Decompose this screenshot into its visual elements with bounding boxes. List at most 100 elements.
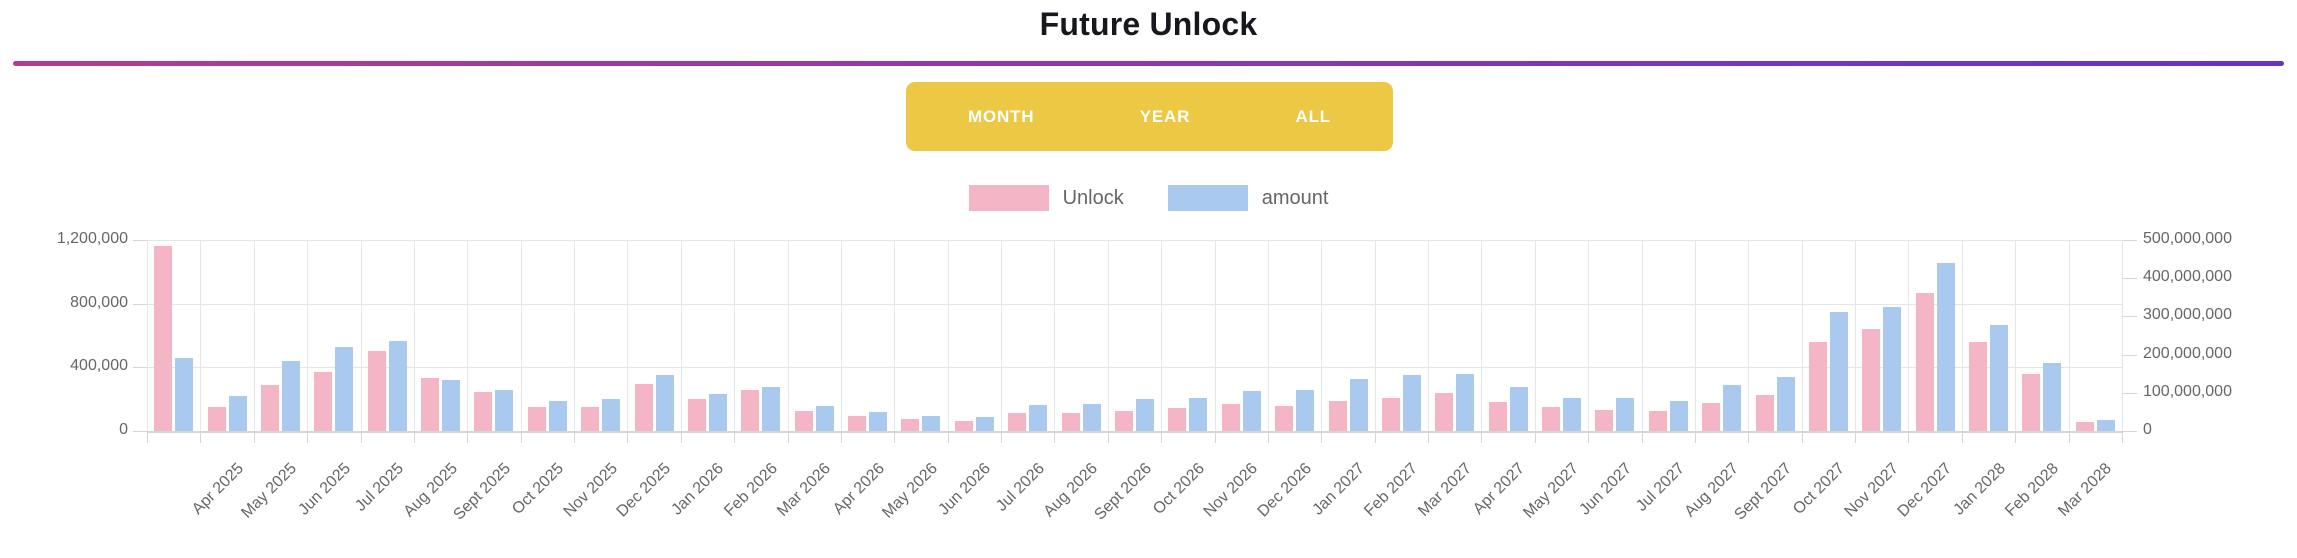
bar-group-Aug 2027 — [1695, 240, 1748, 431]
unlock-bar — [421, 378, 440, 431]
vertical-gridline — [1107, 240, 1109, 431]
range-button-year[interactable]: YEAR — [1118, 82, 1212, 151]
vertical-gridline — [1161, 240, 1163, 431]
amount-bar — [869, 412, 888, 431]
bar-group-Sept 2025 — [467, 240, 520, 431]
unlock-bar — [1648, 411, 1667, 431]
vertical-gridline — [1001, 240, 1003, 431]
amount-bar — [281, 361, 300, 431]
bar-group-May 2026 — [894, 240, 947, 431]
right-axis-tick — [2123, 392, 2137, 394]
x-axis-tick — [520, 433, 522, 443]
amount-bar — [335, 347, 354, 431]
unlock-bar — [1542, 407, 1561, 431]
vertical-gridline — [413, 240, 415, 431]
vertical-gridline — [1481, 240, 1483, 431]
x-axis-label: Jul 2027 — [1633, 460, 1689, 515]
x-axis-tick — [1161, 433, 1163, 443]
x-axis-label: Oct 2027 — [1790, 460, 1849, 518]
vertical-gridline — [253, 240, 255, 431]
x-axis-tick — [1321, 433, 1323, 443]
vertical-gridline — [1908, 240, 1910, 431]
vertical-gridline — [947, 240, 949, 431]
vertical-gridline — [1588, 240, 1590, 431]
vertical-gridline — [1214, 240, 1216, 431]
amount-bar — [1189, 398, 1208, 431]
bar-group-Oct 2026 — [1161, 240, 1214, 431]
x-axis-tick — [1694, 433, 1696, 443]
vertical-gridline — [1855, 240, 1857, 431]
x-axis-label: Feb 2027 — [1361, 460, 1422, 520]
vertical-gridline — [2068, 240, 2070, 431]
left-axis-tick-label: 1,200,000 — [56, 230, 128, 247]
range-button-month[interactable]: MONTH — [946, 82, 1056, 151]
x-axis-label: Nov 2026 — [1200, 460, 1262, 521]
x-axis-label: Nov 2025 — [560, 460, 621, 521]
x-axis-label: Mar 2028 — [2055, 460, 2116, 520]
unlock-bar — [1915, 293, 1934, 431]
unlock-bar — [901, 419, 920, 431]
vertical-gridline — [467, 240, 469, 431]
vertical-gridline — [1267, 240, 1269, 431]
unlock-bar — [1114, 411, 1133, 431]
x-axis-label: May 2027 — [1519, 460, 1582, 522]
legend-item-amount[interactable]: amount — [1167, 185, 1328, 211]
amount-bar — [1456, 374, 1475, 431]
right-axis-tick-label: 500,000,000 — [2143, 230, 2232, 247]
amount-bar — [1563, 398, 1582, 431]
right-axis-tick — [2123, 316, 2137, 318]
x-axis-label: Dec 2027 — [1894, 460, 1956, 521]
x-axis-tick — [1428, 433, 1430, 443]
x-axis-label: Mar 2027 — [1414, 460, 1475, 520]
unlock-bar — [207, 407, 226, 431]
bar-group-Jan 2028 — [1962, 240, 2015, 431]
amount-bar — [1669, 401, 1688, 431]
unlock-bar — [1435, 393, 1454, 431]
vertical-gridline — [147, 240, 148, 431]
amount-bar — [655, 375, 674, 431]
unlock-bar — [1862, 329, 1881, 431]
x-axis-label: Jun 2027 — [1576, 460, 1635, 519]
amount-bar — [388, 341, 407, 431]
amount-bar — [1990, 325, 2009, 431]
vertical-gridline — [734, 240, 736, 431]
unlock-bar — [1008, 413, 1027, 431]
right-axis-tick-label: 100,000,000 — [2143, 382, 2232, 400]
bar-group-Jun 2026 — [948, 240, 1001, 431]
x-axis-tick — [1054, 433, 1056, 443]
vertical-gridline — [574, 240, 576, 431]
x-axis-tick — [360, 433, 362, 443]
left-axis-tick — [133, 367, 147, 369]
x-axis-tick — [1748, 433, 1750, 443]
x-axis-label: Oct 2026 — [1149, 460, 1208, 518]
amount-bar — [2096, 420, 2115, 431]
unlock-bar — [367, 351, 386, 431]
bar-group-Nov 2025 — [574, 240, 627, 431]
x-axis-label: Nov 2027 — [1841, 460, 1902, 521]
amount-bar — [1936, 263, 1955, 431]
amount-bar — [495, 390, 514, 431]
amount-bar — [2043, 363, 2062, 431]
vertical-gridline — [2015, 240, 2017, 431]
unlock-bar — [1168, 408, 1187, 431]
bar-group-Apr 2025 — [200, 240, 253, 431]
vertical-gridline — [360, 240, 362, 431]
bar-group-Apr 2026 — [841, 240, 894, 431]
legend-item-unlock[interactable]: Unlock — [968, 185, 1124, 211]
vertical-gridline — [520, 240, 522, 431]
unlock-bar — [527, 407, 546, 431]
vertical-gridline — [1694, 240, 1696, 431]
x-axis-label: Jun 2025 — [295, 460, 354, 519]
amount-bar — [1296, 390, 1315, 431]
x-axis-tick — [840, 433, 842, 443]
bar-group-May 2027 — [1535, 240, 1588, 431]
range-button-all[interactable]: ALL — [1274, 82, 1353, 151]
x-axis-label: May 2025 — [238, 460, 301, 522]
legend-label: Unlock — [1062, 186, 1124, 209]
x-axis-label: Oct 2025 — [509, 460, 568, 518]
left-axis-tick — [133, 303, 147, 305]
x-axis-tick — [1374, 433, 1376, 443]
x-axis-label: Jul 2025 — [352, 460, 408, 515]
bar-group-Jan 2026 — [681, 240, 734, 431]
amount-bar — [1029, 405, 1048, 431]
